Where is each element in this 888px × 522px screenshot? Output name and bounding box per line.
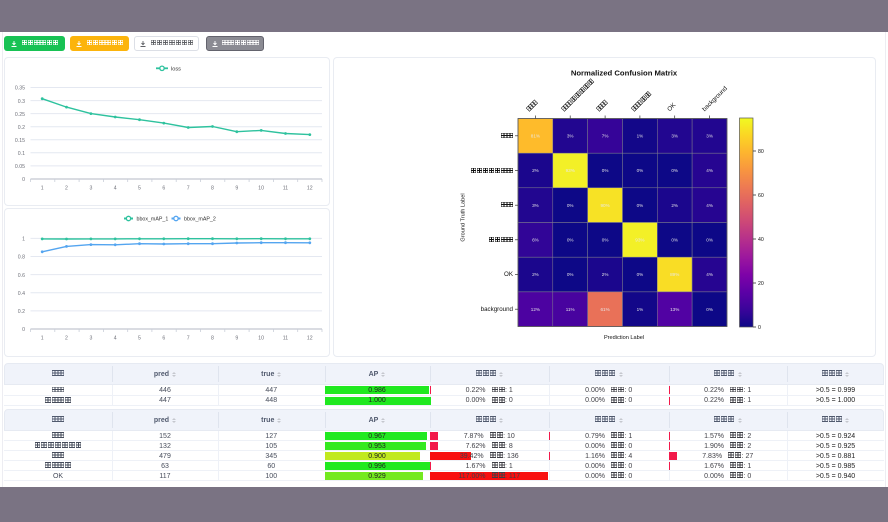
svg-text:0%: 0% [671, 168, 678, 173]
svg-text:3: 3 [89, 186, 92, 192]
svg-text:0%: 0% [706, 307, 713, 312]
svg-text:7: 7 [187, 336, 190, 342]
svg-text:0.05: 0.05 [15, 164, 25, 170]
svg-text:3%: 3% [671, 133, 678, 138]
svg-text:Normalized Confusion Matrix: Normalized Confusion Matrix [571, 69, 678, 78]
svg-text:0%: 0% [567, 237, 574, 242]
svg-text:93%: 93% [635, 237, 644, 242]
svg-text:4%: 4% [706, 203, 713, 208]
svg-text:0.25: 0.25 [15, 112, 25, 118]
svg-text:0.4: 0.4 [18, 291, 25, 297]
svg-text:1: 1 [41, 336, 44, 342]
svg-text:bbox_mAP_1: bbox_mAP_1 [137, 217, 169, 223]
svg-text:0%: 0% [567, 203, 574, 208]
svg-text:2: 2 [65, 336, 68, 342]
svg-text:0%: 0% [706, 237, 713, 242]
svg-text:0: 0 [22, 177, 25, 183]
svg-text:10: 10 [258, 336, 264, 342]
svg-text:0.35: 0.35 [15, 86, 25, 92]
svg-text:2%: 2% [532, 168, 539, 173]
svg-text:60: 60 [758, 193, 764, 199]
svg-text:loss: loss [171, 66, 181, 72]
svg-text:6: 6 [162, 336, 165, 342]
svg-text:4%: 4% [706, 272, 713, 277]
svg-text:0.2: 0.2 [18, 309, 25, 315]
svg-text:0%: 0% [671, 237, 678, 242]
svg-text:5: 5 [138, 336, 141, 342]
svg-text:6%: 6% [532, 237, 539, 242]
svg-text:0%: 0% [602, 168, 609, 173]
svg-text:1: 1 [22, 237, 25, 243]
svg-text:9: 9 [235, 186, 238, 192]
svg-text:11: 11 [283, 186, 288, 192]
svg-text:4: 4 [114, 186, 117, 192]
svg-text:2%: 2% [602, 272, 609, 277]
svg-text:3%: 3% [567, 133, 574, 138]
svg-text:10: 10 [258, 186, 264, 192]
svg-text:bbox_mAP_2: bbox_mAP_2 [184, 217, 216, 223]
svg-text:7: 7 [187, 186, 190, 192]
svg-text:0.6: 0.6 [18, 273, 25, 279]
svg-text:Prediction Label: Prediction Label [604, 335, 644, 341]
svg-text:0%: 0% [637, 203, 644, 208]
svg-text:0%: 0% [637, 272, 644, 277]
svg-text:20: 20 [758, 281, 764, 287]
svg-text:0%: 0% [602, 237, 609, 242]
svg-text:89%: 89% [670, 272, 679, 277]
svg-text:0.8: 0.8 [18, 255, 25, 261]
svg-text:0: 0 [22, 327, 25, 333]
svg-text:93%: 93% [566, 168, 575, 173]
svg-text:9: 9 [235, 336, 238, 342]
svg-text:0: 0 [758, 325, 761, 331]
svg-text:12: 12 [307, 186, 313, 192]
svg-text:90%: 90% [600, 203, 609, 208]
svg-text:3%: 3% [706, 133, 713, 138]
svg-text:12%: 12% [531, 307, 540, 312]
svg-text:2: 2 [65, 186, 68, 192]
svg-text:0.3: 0.3 [18, 99, 25, 105]
svg-text:3: 3 [89, 336, 92, 342]
svg-text:4%: 4% [706, 168, 713, 173]
svg-text:0.1: 0.1 [18, 151, 25, 157]
svg-text:11: 11 [283, 336, 288, 342]
svg-text:0%: 0% [567, 272, 574, 277]
svg-text:Ground Truth Label: Ground Truth Label [461, 193, 467, 241]
svg-text:4: 4 [114, 336, 117, 342]
svg-text:61%: 61% [600, 307, 609, 312]
svg-text:1: 1 [41, 186, 44, 192]
svg-text:0%: 0% [637, 168, 644, 173]
svg-text:0.15: 0.15 [15, 138, 25, 144]
svg-text:2%: 2% [671, 203, 678, 208]
svg-text:8: 8 [211, 336, 214, 342]
svg-text:0.2: 0.2 [18, 125, 25, 131]
svg-text:8: 8 [211, 186, 214, 192]
svg-text:12: 12 [307, 336, 313, 342]
svg-text:80: 80 [758, 149, 764, 155]
svg-text:7%: 7% [602, 133, 609, 138]
svg-text:40: 40 [758, 237, 764, 243]
svg-text:5: 5 [138, 186, 141, 192]
svg-text:1%: 1% [637, 307, 644, 312]
svg-text:3%: 3% [532, 203, 539, 208]
svg-text:11%: 11% [566, 307, 575, 312]
svg-text:81%: 81% [531, 133, 540, 138]
svg-text:13%: 13% [670, 307, 679, 312]
svg-text:2%: 2% [532, 272, 539, 277]
svg-text:6: 6 [162, 186, 165, 192]
svg-text:1%: 1% [637, 133, 644, 138]
